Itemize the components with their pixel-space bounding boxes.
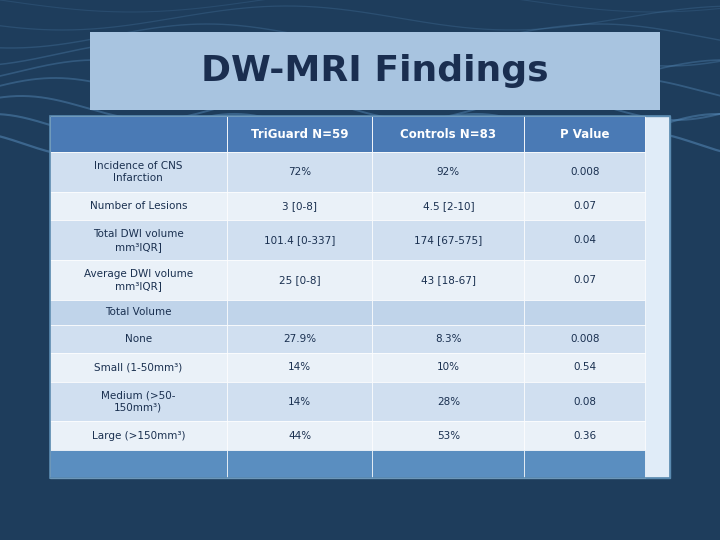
Text: 4.5 [2-10]: 4.5 [2-10] xyxy=(423,201,474,211)
Text: 28%: 28% xyxy=(437,396,460,407)
Bar xyxy=(50,192,227,220)
Bar xyxy=(227,382,372,422)
Bar xyxy=(524,353,645,382)
Bar xyxy=(227,192,372,220)
Bar xyxy=(50,353,227,382)
Bar xyxy=(50,325,227,353)
Bar xyxy=(524,192,645,220)
Bar xyxy=(227,300,372,325)
Bar xyxy=(50,300,227,325)
Text: Incidence of CNS
Infarction: Incidence of CNS Infarction xyxy=(94,161,183,183)
Bar xyxy=(50,450,227,478)
Text: 3 [0-8]: 3 [0-8] xyxy=(282,201,317,211)
Text: Small (1-50mm³): Small (1-50mm³) xyxy=(94,362,182,372)
Text: Total DWI volume
mm³IQR]: Total DWI volume mm³IQR] xyxy=(93,229,184,252)
Text: 72%: 72% xyxy=(288,167,311,177)
Bar xyxy=(524,300,645,325)
Text: 8.3%: 8.3% xyxy=(435,334,462,344)
FancyBboxPatch shape xyxy=(90,32,660,110)
Bar xyxy=(50,260,227,300)
Text: 53%: 53% xyxy=(437,431,460,441)
Bar xyxy=(227,325,372,353)
Bar xyxy=(227,422,372,450)
Bar xyxy=(524,260,645,300)
Text: 0.36: 0.36 xyxy=(573,431,596,441)
Text: Average DWI volume
mm³IQR]: Average DWI volume mm³IQR] xyxy=(84,269,193,292)
Text: 25 [0-8]: 25 [0-8] xyxy=(279,275,320,285)
Bar xyxy=(372,300,524,325)
Bar xyxy=(524,450,645,478)
Bar xyxy=(524,422,645,450)
Text: Controls N=83: Controls N=83 xyxy=(400,127,496,140)
Bar xyxy=(372,353,524,382)
Bar xyxy=(372,192,524,220)
Bar xyxy=(372,152,524,192)
Bar xyxy=(227,152,372,192)
Text: 0.008: 0.008 xyxy=(570,334,600,344)
Text: 14%: 14% xyxy=(288,396,311,407)
Bar xyxy=(372,450,524,478)
Bar xyxy=(524,325,645,353)
Text: 44%: 44% xyxy=(288,431,311,441)
Bar xyxy=(372,382,524,422)
Text: P Value: P Value xyxy=(560,127,610,140)
Bar xyxy=(372,220,524,260)
Bar xyxy=(372,260,524,300)
Bar xyxy=(524,220,645,260)
Text: TriGuard N=59: TriGuard N=59 xyxy=(251,127,348,140)
Bar xyxy=(372,116,524,152)
Bar xyxy=(50,152,227,192)
Text: 0.08: 0.08 xyxy=(573,396,596,407)
Text: Number of Lesions: Number of Lesions xyxy=(89,201,187,211)
Text: 101.4 [0-337]: 101.4 [0-337] xyxy=(264,235,336,245)
Bar xyxy=(227,353,372,382)
Text: None: None xyxy=(125,334,152,344)
Text: 0.07: 0.07 xyxy=(573,201,596,211)
Text: 0.04: 0.04 xyxy=(573,235,596,245)
Text: 0.54: 0.54 xyxy=(573,362,596,372)
Bar xyxy=(50,422,227,450)
Text: 92%: 92% xyxy=(437,167,460,177)
Bar xyxy=(372,325,524,353)
Bar xyxy=(524,116,645,152)
Text: 43 [18-67]: 43 [18-67] xyxy=(421,275,476,285)
Bar xyxy=(227,450,372,478)
Text: 27.9%: 27.9% xyxy=(283,334,316,344)
Bar xyxy=(50,116,670,478)
Text: 174 [67-575]: 174 [67-575] xyxy=(414,235,482,245)
Text: 14%: 14% xyxy=(288,362,311,372)
Bar xyxy=(50,116,670,478)
Bar xyxy=(227,260,372,300)
Bar xyxy=(50,116,227,152)
Bar xyxy=(227,220,372,260)
Text: 10%: 10% xyxy=(437,362,460,372)
Text: Large (>150mm³): Large (>150mm³) xyxy=(91,431,185,441)
Text: 0.008: 0.008 xyxy=(570,167,600,177)
Text: 0.07: 0.07 xyxy=(573,275,596,285)
Bar xyxy=(524,382,645,422)
Bar xyxy=(50,382,227,422)
Text: Total Volume: Total Volume xyxy=(105,307,171,318)
Text: DW-MRI Findings: DW-MRI Findings xyxy=(201,54,549,88)
Bar xyxy=(227,116,372,152)
Text: Medium (>50-
150mm³): Medium (>50- 150mm³) xyxy=(101,390,176,413)
Bar xyxy=(524,152,645,192)
Bar xyxy=(372,422,524,450)
Bar xyxy=(50,220,227,260)
